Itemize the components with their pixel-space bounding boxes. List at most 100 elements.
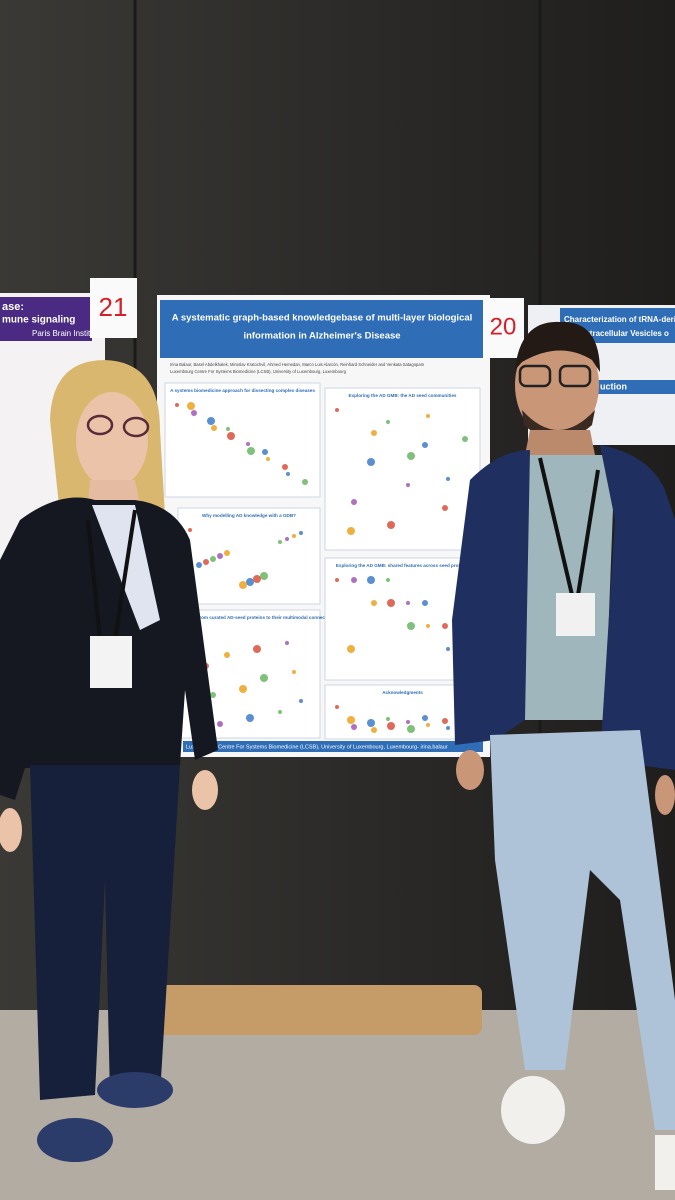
poster-graphic-dot bbox=[335, 578, 339, 582]
poster-footer: Luxembourg Centre For Systems Biomedicin… bbox=[186, 744, 448, 750]
poster-graphic-dot bbox=[351, 724, 357, 730]
poster-graphic-dot bbox=[247, 447, 255, 455]
left-poster-institute: Paris Brain Institute bbox=[32, 329, 102, 338]
poster-section-title: Exploring the AD GMB: the AD seed commun… bbox=[349, 393, 457, 398]
poster-graphic-dot bbox=[285, 641, 289, 645]
poster-graphic-dot bbox=[217, 553, 223, 559]
floor bbox=[0, 1010, 675, 1200]
poster-graphic-dot bbox=[422, 442, 428, 448]
poster-graphic-dot bbox=[246, 714, 254, 722]
poster-graphic-dot bbox=[253, 645, 261, 653]
poster-graphic-dot bbox=[386, 420, 390, 424]
poster-graphic-dot bbox=[260, 674, 268, 682]
poster-number: 20 bbox=[490, 313, 517, 340]
poster-graphic-dot bbox=[262, 449, 268, 455]
poster-authors: Irina Balaur, Basel Abdelkhalek, Mirosla… bbox=[170, 362, 425, 367]
poster-graphic-dot bbox=[407, 452, 415, 460]
poster-section bbox=[164, 382, 321, 498]
poster-graphic-dot bbox=[278, 710, 282, 714]
poster-graphic-dot bbox=[253, 575, 261, 583]
poster-graphic-dot bbox=[351, 577, 357, 583]
left-poster-header bbox=[0, 297, 92, 341]
poster-graphic-dot bbox=[224, 550, 230, 556]
center-poster-header bbox=[160, 300, 485, 358]
poster-footer-bar bbox=[183, 741, 483, 752]
poster-graphic-dot bbox=[191, 410, 197, 416]
poster-graphic-dot bbox=[302, 479, 308, 485]
poster-graphic-dot bbox=[387, 521, 395, 529]
poster-graphic-dot bbox=[387, 722, 395, 730]
poster-section bbox=[177, 507, 321, 605]
poster-graphic-dot bbox=[246, 442, 250, 446]
poster-graphic-dot bbox=[299, 699, 303, 703]
poster-graphic-dot bbox=[347, 716, 355, 724]
left-poster-title: ase: bbox=[2, 301, 24, 313]
number-card bbox=[483, 298, 524, 358]
poster-graphic-dot bbox=[371, 727, 377, 733]
right-poster-title: Characterization of tRNA-deriv bbox=[564, 315, 675, 324]
poster-graphic-dot bbox=[207, 417, 215, 425]
poster-graphic-dot bbox=[292, 670, 296, 674]
poster-tube bbox=[118, 985, 482, 1035]
poster-graphic-dot bbox=[426, 414, 430, 418]
poster-graphic-dot bbox=[239, 685, 247, 693]
right-poster-title: Extracellular Vesicles o bbox=[580, 329, 669, 338]
poster-graphic-dot bbox=[367, 719, 375, 727]
poster-section-title: Why modelling AD knowledge with a GDB? bbox=[202, 513, 296, 518]
poster-graphic-dot bbox=[266, 457, 270, 461]
poster-graphic-dot bbox=[347, 645, 355, 653]
poster-graphic-dot bbox=[446, 647, 450, 651]
poster-graphic-dot bbox=[175, 403, 179, 407]
poster-graphic-dot bbox=[246, 578, 254, 586]
poster-graphic-dot bbox=[282, 464, 288, 470]
poster-title: A systematic graph-based knowledgebase o… bbox=[172, 313, 473, 324]
poster-graphic-dot bbox=[406, 483, 410, 487]
right-poster-section: uction bbox=[600, 381, 627, 391]
poster-graphic-dot bbox=[227, 432, 235, 440]
poster-graphic-dot bbox=[224, 652, 230, 658]
poster-graphic-dot bbox=[351, 499, 357, 505]
poster-graphic-dot bbox=[442, 623, 448, 629]
poster-section-title: AD Seeds GDB: from curated AD-seed prote… bbox=[162, 615, 336, 620]
poster-graphic-dot bbox=[188, 528, 192, 532]
poster-graphic-dot bbox=[426, 624, 430, 628]
poster-graphic-dot bbox=[217, 721, 223, 727]
poster-graphic-dot bbox=[335, 705, 339, 709]
poster-graphic-dot bbox=[187, 402, 195, 410]
poster-section-title: Exploring the AD GMB: shared features ac… bbox=[336, 563, 470, 568]
poster-graphic-dot bbox=[210, 692, 216, 698]
poster-graphic-dot bbox=[406, 601, 410, 605]
person-left bbox=[0, 360, 218, 1162]
poster-graphic-dot bbox=[335, 408, 339, 412]
poster-graphic-dot bbox=[386, 717, 390, 721]
poster-graphic-dot bbox=[347, 527, 355, 535]
poster-graphic-dot bbox=[203, 559, 209, 565]
poster-graphic-dot bbox=[446, 477, 450, 481]
poster-affiliation: Luxembourg Centre For Systems Biomedicin… bbox=[170, 369, 347, 374]
poster-graphic-dot bbox=[260, 572, 268, 580]
poster-graphic-dot bbox=[442, 505, 448, 511]
poster-section-title: A systems biomedicine approach for disse… bbox=[170, 388, 315, 393]
poster-graphic-dot bbox=[371, 600, 377, 606]
poster-graphic-dot bbox=[367, 576, 375, 584]
poster-graphic-dot bbox=[386, 578, 390, 582]
poster-graphic-dot bbox=[422, 715, 428, 721]
poster-graphic-dot bbox=[407, 725, 415, 733]
poster-title: information in Alzheimer's Disease bbox=[243, 331, 400, 342]
poster-graphic-dot bbox=[239, 581, 247, 589]
poster-graphic-dot bbox=[407, 622, 415, 630]
poster-graphic-dot bbox=[426, 723, 430, 727]
left-poster-title: mune signaling bbox=[2, 315, 75, 326]
poster-graphic-dot bbox=[371, 430, 377, 436]
person-right bbox=[452, 321, 675, 1190]
poster-graphic-dot bbox=[406, 720, 410, 724]
poster-graphic-dot bbox=[210, 556, 216, 562]
poster-section bbox=[324, 387, 481, 551]
poster-graphic-dot bbox=[446, 726, 450, 730]
poster-graphic-dot bbox=[196, 562, 202, 568]
poster-graphic-dot bbox=[278, 540, 282, 544]
poster-graphic-dot bbox=[285, 537, 289, 541]
number-card bbox=[90, 278, 137, 338]
